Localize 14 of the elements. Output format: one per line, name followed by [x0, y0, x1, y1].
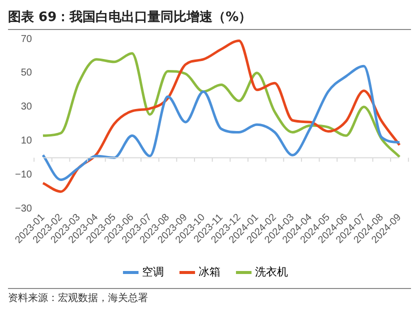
- line-series: [42, 39, 401, 193]
- y-tick-label: 30: [20, 102, 32, 113]
- legend-label: 空调: [142, 265, 164, 278]
- line-series: [42, 64, 401, 181]
- line-series: [42, 52, 401, 158]
- y-tick-label: −30: [14, 203, 32, 214]
- text: 资料来源：宏观数据，海关总署: [8, 288, 411, 305]
- legend-label: 洗衣机: [254, 265, 288, 278]
- y-tick-label: −10: [14, 169, 32, 180]
- y-tick-label: 70: [20, 34, 32, 45]
- chart-title: 图表 69：我国白电出口量同比增速（%）: [8, 8, 411, 30]
- y-tick-label: 50: [20, 68, 32, 79]
- legend-label: 冰箱: [198, 265, 220, 278]
- y-tick-label: 10: [20, 135, 32, 146]
